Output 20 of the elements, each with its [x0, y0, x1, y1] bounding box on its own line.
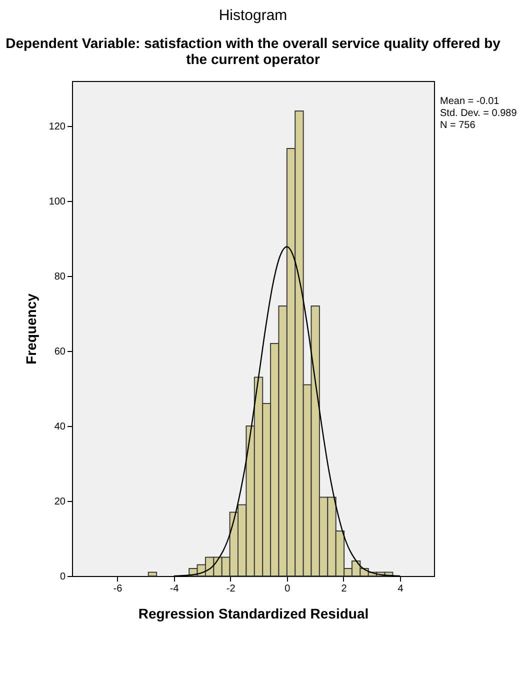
- x-axis-title: Regression Standardized Residual: [138, 606, 369, 622]
- x-tick-label: 0: [284, 584, 291, 594]
- y-tick-label: 60: [54, 346, 66, 358]
- text: Mean = -0.01: [440, 96, 500, 107]
- chart-title: Histogram: [218, 7, 288, 24]
- text: N = 756: [440, 120, 476, 131]
- y-tick-label: 80: [54, 272, 66, 282]
- x-tick-label: -6: [113, 584, 123, 594]
- y-tick-label: 100: [48, 196, 66, 208]
- y-tick-label: 40: [54, 422, 66, 432]
- y-tick-label: 0: [60, 572, 66, 582]
- y-axis-title: Frequency: [22, 293, 39, 364]
- x-tick-label: 2: [341, 584, 348, 594]
- x-tick-label: 4: [398, 584, 404, 594]
- x-tick-label: -4: [170, 584, 180, 594]
- y-tick-label: 120: [48, 122, 66, 132]
- x-tick-label: -2: [226, 584, 236, 594]
- chart-subtitle: Dependent Variable: satisfaction with the overall service quality offered by the current operator: [6, 35, 501, 67]
- y-tick-label: 20: [54, 496, 66, 508]
- text: Std. Dev. = 0.989: [440, 108, 518, 119]
